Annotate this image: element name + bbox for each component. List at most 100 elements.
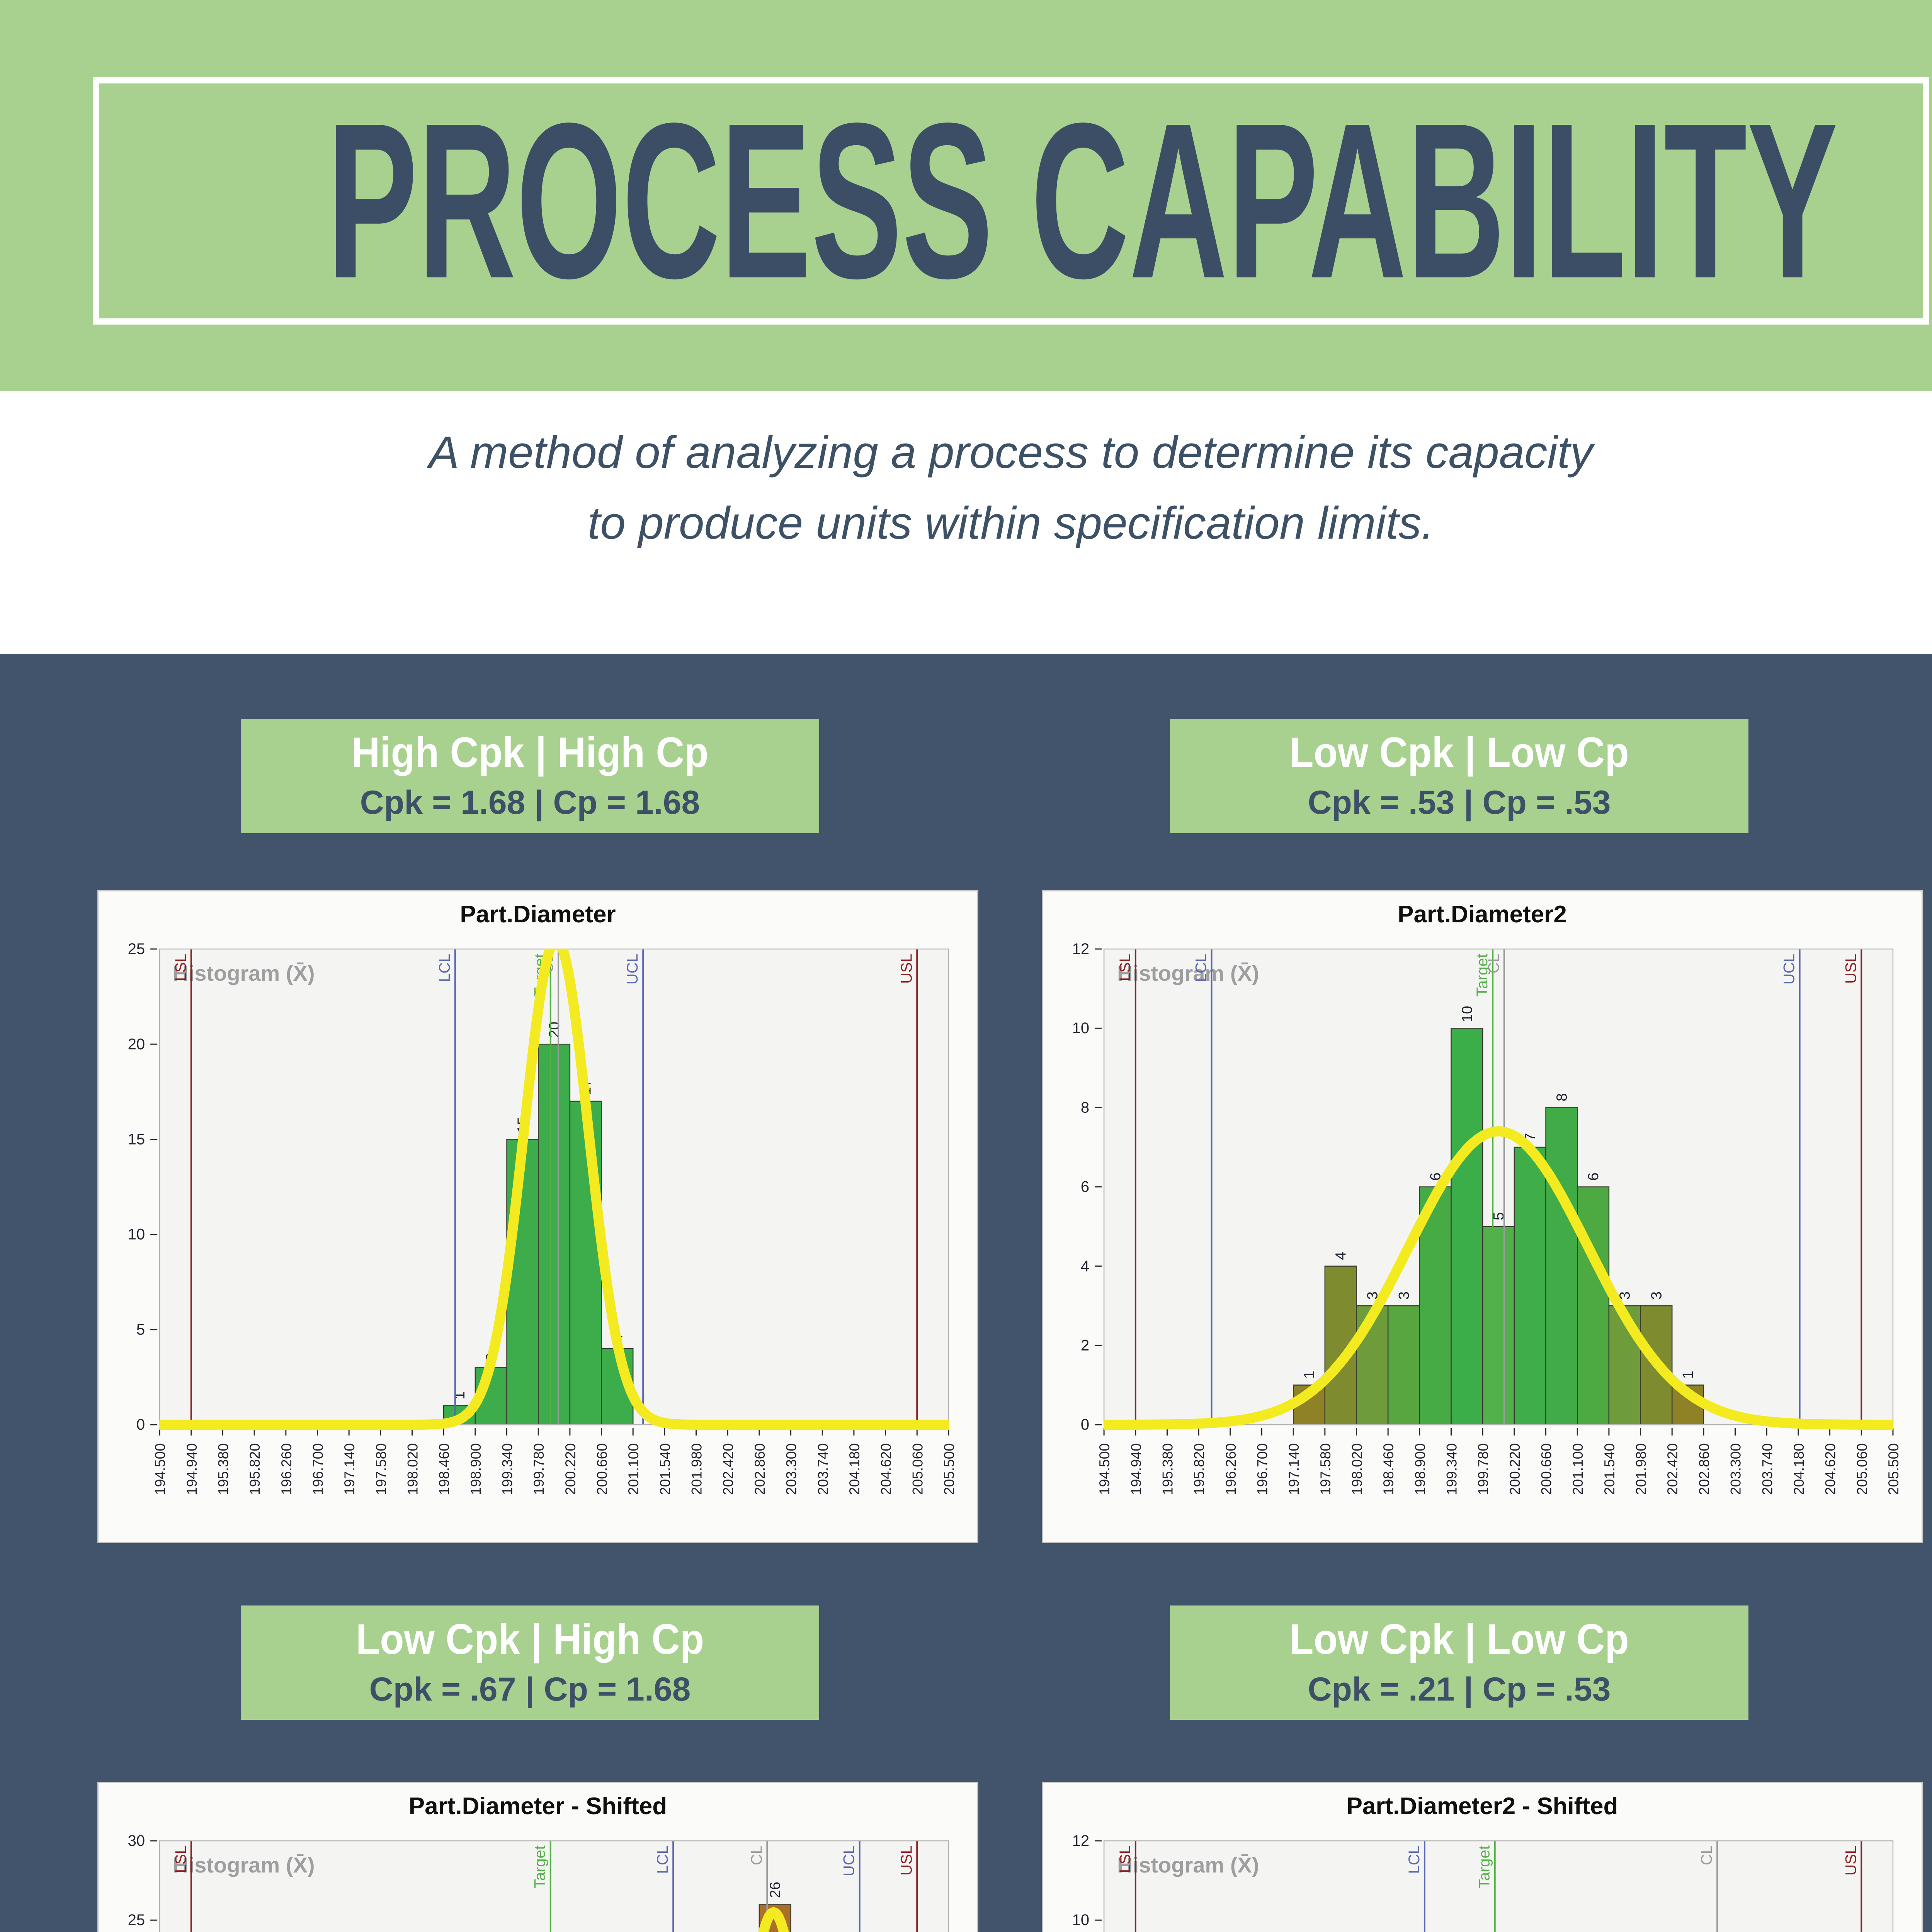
label-box-title: Low Cpk | Low Cp (1289, 1615, 1629, 1663)
label-box-stats: Cpk = .53 | Cp = .53 (1308, 784, 1611, 821)
svg-text:197.140: 197.140 (341, 1443, 357, 1495)
svg-text:20: 20 (128, 1036, 145, 1053)
svg-text:200.220: 200.220 (1507, 1443, 1523, 1495)
svg-text:194.940: 194.940 (184, 1443, 200, 1495)
svg-text:199.780: 199.780 (531, 1443, 547, 1495)
histogram-chart: 024681012191.500191.940192.380192.820193… (1072, 1832, 1894, 1932)
svg-text:1: 1 (452, 1391, 468, 1400)
label-box-low-cpk-low-cp-shifted: Low Cpk | Low Cp Cpk = .21 | Cp = .53 (1170, 1605, 1748, 1720)
subtitle-line-2: to produce units within specification li… (587, 497, 1434, 549)
svg-text:3: 3 (1617, 1291, 1633, 1299)
svg-text:10: 10 (128, 1226, 145, 1243)
svg-text:195.820: 195.820 (247, 1443, 263, 1495)
svg-text:0: 0 (1081, 1416, 1089, 1433)
svg-text:202.420: 202.420 (1664, 1443, 1680, 1495)
svg-text:LSL: LSL (1117, 1845, 1134, 1873)
svg-text:UCL: UCL (1781, 954, 1798, 985)
svg-text:204.620: 204.620 (878, 1443, 894, 1495)
svg-text:197.580: 197.580 (373, 1443, 389, 1495)
chart-panel-part-diameter: Part.Diameter 0 5 10 15 20 25 194.500 194.940 19… (97, 890, 978, 1543)
svg-text:199.340: 199.340 (1444, 1443, 1460, 1495)
normal-curve (159, 949, 949, 1430)
svg-text:10: 10 (1459, 1006, 1475, 1022)
svg-text:198.900: 198.900 (468, 1443, 484, 1495)
chart-panel-part-diameter2: Part.Diameter2 0 2 4 6 8 10 12 194.500 194.940 19… (1042, 890, 1923, 1543)
svg-text:8: 8 (1081, 1099, 1089, 1116)
chart-title: Part.Diameter2 (1398, 901, 1567, 928)
svg-text:8: 8 (1554, 1093, 1570, 1101)
svg-text:202.860: 202.860 (1696, 1443, 1712, 1495)
svg-text:12: 12 (1072, 1832, 1090, 1849)
svg-text:5: 5 (1491, 1212, 1507, 1220)
label-box-title: Low Cpk | High Cp (355, 1615, 704, 1663)
svg-text:200.660: 200.660 (594, 1443, 610, 1495)
label-box-high-cpk-high-cp: High Cpk | High Cp Cpk = 1.68 | Cp = 1.6… (241, 719, 819, 833)
svg-text:201.100: 201.100 (1570, 1443, 1586, 1495)
y-axis: 0 2 4 6 8 10 12 (1072, 940, 1102, 1433)
svg-text:Target: Target (532, 1845, 549, 1888)
normal-curve (1104, 1126, 1893, 1430)
svg-text:15: 15 (128, 1131, 145, 1148)
svg-text:LSL: LSL (1117, 954, 1134, 981)
reference-lines: LSL Target LCL CL UCL USL (172, 1841, 918, 1932)
svg-text:USL: USL (1842, 954, 1859, 984)
legend-histogram: Histogram (X̄) (173, 1853, 315, 1877)
svg-text:198.900: 198.900 (1412, 1443, 1428, 1495)
svg-text:205.500: 205.500 (1885, 1443, 1901, 1495)
svg-text:30: 30 (128, 1832, 145, 1849)
histogram-chart: 051015202530191.500191.940192.380192.820… (128, 1832, 949, 1932)
svg-text:201.540: 201.540 (1601, 1443, 1617, 1495)
svg-text:198.020: 198.020 (1349, 1443, 1365, 1495)
svg-text:194.940: 194.940 (1128, 1443, 1144, 1495)
svg-text:204.620: 204.620 (1822, 1443, 1838, 1495)
svg-text:Target: Target (1476, 1845, 1493, 1888)
svg-text:USL: USL (898, 1845, 915, 1876)
chart-title: Part.Diameter - Shifted (408, 1793, 667, 1820)
page-title: PROCESS CAPABILITY (327, 77, 1838, 325)
svg-text:202.860: 202.860 (752, 1443, 768, 1495)
svg-text:3: 3 (1396, 1291, 1412, 1299)
legend-histogram: Histogram (X̄) (173, 961, 315, 985)
svg-text:CL: CL (748, 1845, 765, 1865)
svg-text:201.540: 201.540 (657, 1443, 673, 1495)
svg-text:198.460: 198.460 (436, 1443, 452, 1495)
svg-text:200.220: 200.220 (562, 1443, 578, 1495)
chart-panel-part-diameter2-shifted: Part.Diameter2 - Shifted 024681012191.50… (1042, 1782, 1923, 1932)
label-box-title: Low Cpk | Low Cp (1289, 728, 1629, 776)
svg-text:0: 0 (136, 1416, 145, 1433)
svg-text:1: 1 (1680, 1371, 1696, 1379)
subtitle-line-1: A method of analyzing a process to deter… (429, 427, 1593, 478)
svg-text:LCL: LCL (1193, 954, 1210, 982)
svg-text:3: 3 (1364, 1291, 1381, 1299)
svg-text:CL: CL (1485, 954, 1502, 973)
label-box-title: High Cpk | High Cp (351, 728, 709, 776)
svg-text:Target: Target (1474, 954, 1491, 997)
svg-text:5: 5 (136, 1321, 145, 1338)
svg-text:198.460: 198.460 (1380, 1443, 1396, 1495)
chart-title: Part.Diameter2 - Shifted (1346, 1793, 1618, 1820)
svg-text:LCL: LCL (436, 954, 453, 982)
label-box-stats: Cpk = .67 | Cp = 1.68 (369, 1671, 691, 1708)
x-axis: 194.500 194.940 195.380 195.820 196.260 196.7… (1096, 1428, 1901, 1495)
svg-text:203.300: 203.300 (783, 1443, 799, 1495)
svg-text:1: 1 (1301, 1371, 1318, 1379)
header-band: PROCESS CAPABILITY (0, 0, 1932, 391)
svg-text:201.980: 201.980 (1633, 1443, 1649, 1495)
svg-text:197.580: 197.580 (1317, 1443, 1333, 1495)
svg-text:6: 6 (1585, 1172, 1602, 1180)
svg-text:USL: USL (1842, 1845, 1859, 1876)
svg-text:20: 20 (546, 1022, 563, 1038)
subtitle: A method of analyzing a process to deter… (0, 417, 1932, 559)
legend-histogram: Histogram (X̄) (1117, 961, 1259, 985)
svg-text:UCL: UCL (841, 1845, 858, 1876)
label-box-stats: Cpk = .21 | Cp = .53 (1308, 1671, 1611, 1708)
svg-text:3: 3 (1648, 1291, 1665, 1299)
svg-text:204.180: 204.180 (1791, 1443, 1807, 1495)
svg-text:203.740: 203.740 (1759, 1443, 1775, 1495)
svg-text:203.300: 203.300 (1728, 1443, 1744, 1495)
